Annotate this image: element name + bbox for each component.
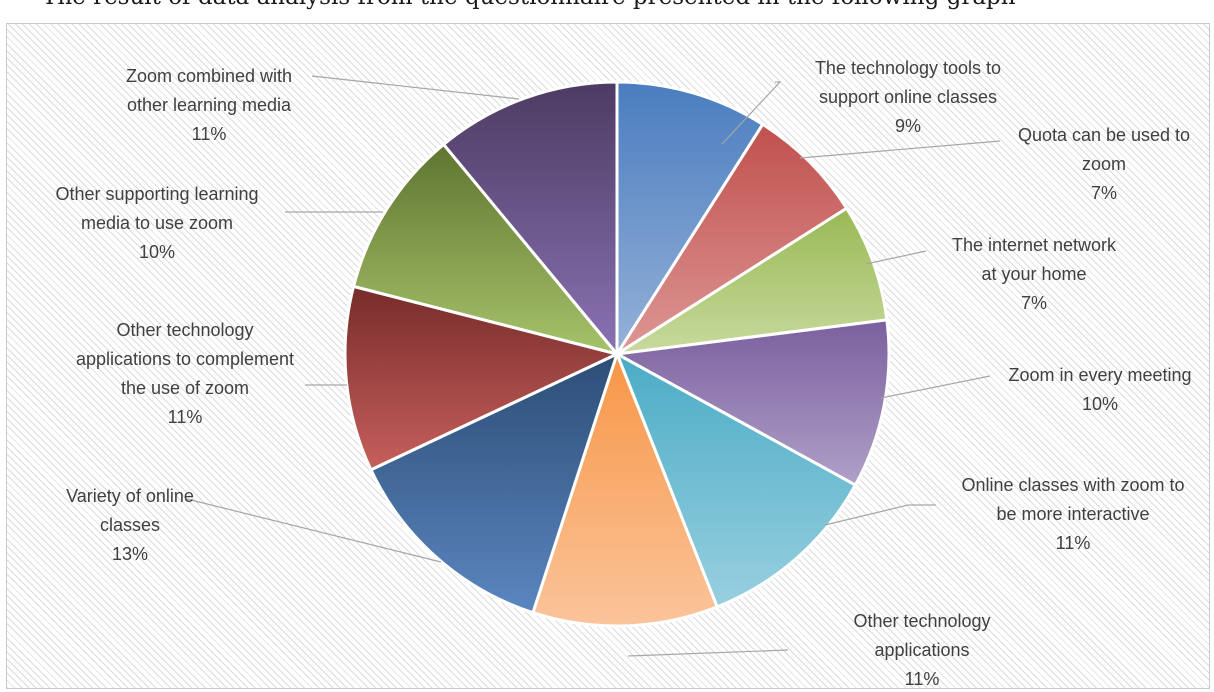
slice-label-4: Zoom in every meeting 10%: [1008, 365, 1191, 414]
leader-line-4: [880, 375, 991, 399]
slice-label-line: Variety of online: [66, 486, 194, 506]
slice-label-1: The technology tools to support online cl…: [815, 58, 1001, 136]
slice-percent: 7%: [1021, 293, 1047, 313]
pie-slices: [343, 80, 891, 628]
pie-slice-9: [351, 142, 622, 357]
slice-label-2: Quota can be used to zoom 7%: [1018, 125, 1190, 203]
slice-label-8: Other technology applications to compleme…: [76, 320, 294, 427]
slice-label-line: classes: [100, 515, 160, 535]
leader-line-7: [186, 498, 442, 563]
slice-percent: 9%: [895, 116, 921, 136]
slice-percent: 10%: [139, 242, 175, 262]
pie-slice-10: [441, 80, 619, 359]
slice-label-line: zoom: [1082, 154, 1126, 174]
slice-percent: 11%: [168, 407, 203, 427]
slice-label-line: Quota can be used to: [1018, 125, 1190, 145]
slice-percent: 13%: [112, 544, 148, 564]
pie-slice-5: [614, 350, 858, 609]
leader-lines: [186, 75, 1001, 657]
pie-slice-4: [612, 318, 891, 488]
slice-label-9: Other supporting learning media to use zo…: [55, 184, 258, 262]
slice-percent: 11%: [905, 669, 940, 689]
pie-slice-3: [616, 206, 889, 356]
slice-label-line: be more interactive: [996, 504, 1149, 524]
document-heading: The result of data analysis from the que…: [0, 0, 1214, 10]
slice-label-line: at your home: [981, 264, 1086, 284]
slice-label-line: applications: [874, 640, 969, 660]
pie-slice-7: [368, 351, 620, 615]
slice-label-7: Variety of online classes 13%: [66, 486, 194, 564]
slice-label-line: other learning media: [127, 95, 292, 115]
slice-label-line: media to use zoom: [81, 213, 233, 233]
leader-line-5: [824, 504, 936, 526]
slice-label-5: Online classes with zoom to be more inter…: [961, 475, 1184, 553]
slice-label-line: Zoom in every meeting: [1008, 365, 1191, 385]
slice-label-line: the use of zoom: [121, 378, 249, 398]
slice-label-line: applications to complement: [76, 349, 294, 369]
slice-label-line: Other technology: [853, 611, 990, 631]
slice-percent: 11%: [192, 124, 227, 144]
slice-labels: The technology tools to support online cl…: [55, 58, 1191, 689]
slice-label-line: Other technology: [116, 320, 253, 340]
leader-line-1: [721, 81, 782, 145]
leader-line-10: [311, 75, 520, 100]
slice-label-3: The internet network at your home 7%: [952, 235, 1117, 313]
slice-label-line: The internet network: [952, 235, 1117, 255]
slice-label-6: Other technology applications 11%: [853, 611, 990, 689]
slice-percent: 10%: [1082, 394, 1118, 414]
pie-slice-1: [615, 80, 765, 360]
leader-line-3: [865, 250, 927, 265]
slice-percent: 11%: [1056, 533, 1091, 553]
leader-line-6: [627, 649, 789, 657]
slice-label-line: Online classes with zoom to: [961, 475, 1184, 495]
pie-slice-8: [343, 284, 622, 472]
slice-label-line: Zoom combined with: [126, 66, 292, 86]
slice-label-line: Other supporting learning: [55, 184, 258, 204]
leader-line-2: [799, 140, 1001, 159]
pie-slice-6: [531, 349, 720, 628]
slice-label-line: The technology tools to: [815, 58, 1001, 78]
slice-label-line: support online classes: [819, 87, 997, 107]
slice-percent: 7%: [1091, 183, 1117, 203]
pie-slice-2: [615, 122, 849, 356]
slice-label-10: Zoom combined with other learning media 11…: [126, 66, 292, 144]
